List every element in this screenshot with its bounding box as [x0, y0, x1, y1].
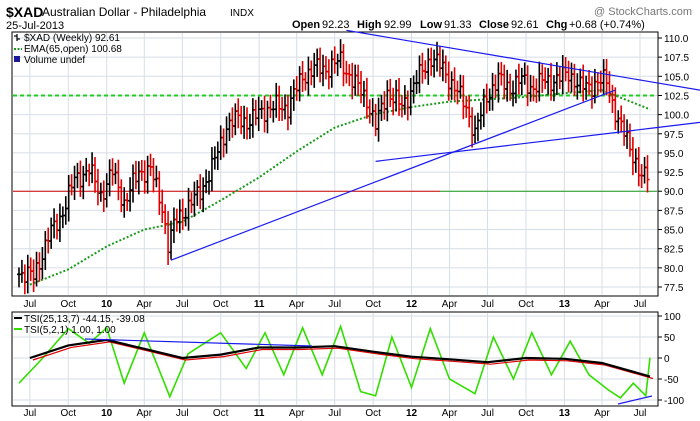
tsi-x-tick-label: Jul: [23, 408, 36, 419]
tsi-signal-line: [32, 341, 654, 380]
price-y-tick-label: 90.0: [664, 187, 684, 198]
tsi-y-tick-label: 50: [664, 333, 676, 344]
tsi-y-axis: -100 -50 0 50 100: [658, 312, 684, 407]
trendline: [170, 89, 616, 261]
tsi-trendline-top: [84, 338, 313, 347]
price-x-axis: Jul Oct 10 Apr Jul Oct 11 Apr Jul Oct 12 Apr Jul Oct 1…: [23, 299, 646, 310]
price-x-tick-label: Apr: [442, 299, 458, 310]
tsi-grid: [13, 313, 657, 405]
tsi-x-tick-label: Apr: [594, 408, 610, 419]
chart-name: Australian Dollar - Philadelphia: [42, 5, 206, 19]
price-x-tick-label: Jul: [481, 299, 494, 310]
tsi-x-tick-label: Oct: [60, 408, 76, 419]
tsi-x-tick-label: Jul: [176, 408, 189, 419]
tsi-x-axis: Jul Oct 10 Apr Jul Oct 11 Apr Jul Oct 12 Apr Jul Oct 1…: [23, 408, 646, 419]
price-x-tick-label: 12: [406, 299, 418, 310]
trendline-extension: [649, 121, 700, 130]
chart-exchange: INDX: [230, 8, 254, 19]
price-x-tick-label: Jul: [328, 299, 341, 310]
tsi-x-tick-label: Jul: [634, 408, 647, 419]
price-y-tick-label: 102.5: [664, 91, 689, 102]
tsi-x-tick-label: Apr: [442, 408, 458, 419]
tsi-x-tick-label: 10: [101, 408, 113, 419]
tsi-x-tick-label: Oct: [213, 408, 229, 419]
price-x-tick-label: Oct: [518, 299, 534, 310]
price-horizontal-lines: [13, 94, 657, 192]
ohlc-bar: [645, 155, 650, 193]
chart-date: 25-Jul-2013: [6, 20, 64, 32]
price-x-tick-label: Apr: [594, 299, 610, 310]
tsi-lines: [18, 324, 654, 399]
price-x-tick-label: Jul: [176, 299, 189, 310]
close-label: Close: [479, 19, 509, 31]
price-x-tick-label: Oct: [60, 299, 76, 310]
price-y-tick-label: 100.0: [664, 111, 689, 122]
trendlines: [170, 29, 700, 261]
tsi-fast-line: [18, 324, 651, 399]
tsi-legend: TSI(25,13,7) -44.15, -39.08 TSI(5,2,1) 1…: [14, 314, 145, 336]
price-y-tick-label: 95.0: [664, 149, 684, 160]
trendline-extension: [649, 81, 700, 91]
price-y-tick-label: 82.5: [664, 245, 684, 256]
price-y-tick-label: 87.5: [664, 206, 684, 217]
open-label: Open: [292, 19, 320, 31]
price-x-tick-label: Jul: [23, 299, 36, 310]
high-value: 92.99: [384, 19, 412, 31]
price-y-tick-label: 110.0: [664, 34, 689, 45]
tsi-x-tick-label: Jul: [328, 408, 341, 419]
tsi-x-tick-label: 12: [406, 408, 418, 419]
tsi-x-tick-label: 11: [254, 408, 265, 419]
price-y-tick-label: 105.0: [664, 72, 689, 83]
trendline: [375, 127, 651, 162]
price-y-tick-label: 80.0: [664, 264, 684, 275]
trendline: [346, 29, 651, 83]
legend-ema: EMA(65,open) 100.68: [24, 44, 122, 55]
legend-volume: Volume undef: [24, 55, 85, 66]
tsi-x-tick-label: Jul: [481, 408, 494, 419]
legend-tsi1: TSI(25,13,7) -44.15, -39.08: [24, 314, 145, 325]
price-y-tick-label: 97.5: [664, 130, 684, 141]
low-label: Low: [420, 19, 442, 31]
legend-price: $XAD (Weekly) 92.61: [24, 33, 120, 44]
high-label: High: [357, 19, 382, 31]
price-y-tick-label: 77.5: [664, 283, 684, 294]
tsi-y-tick-label: -50: [664, 375, 679, 386]
price-x-tick-label: Jul: [634, 299, 647, 310]
chart-symbol: $XAD: [6, 4, 43, 20]
tsi-main-line: [29, 338, 651, 378]
price-x-tick-label: Apr: [289, 299, 305, 310]
price-y-tick-label: 92.5: [664, 168, 684, 179]
price-x-tick-label: 10: [101, 299, 113, 310]
tsi-x-tick-label: Oct: [518, 408, 534, 419]
tsi-y-tick-label: -100: [664, 396, 684, 407]
price-x-tick-label: Oct: [365, 299, 381, 310]
price-x-tick-label: Oct: [213, 299, 229, 310]
tsi-x-tick-label: Apr: [289, 408, 305, 419]
low-value: 91.33: [444, 19, 472, 31]
legend-volume-swatch: [14, 56, 20, 62]
tsi-y-tick-label: 100: [664, 312, 681, 323]
ohlc-readout: Open 92.23 High 92.99 Low 91.33 Close 92…: [292, 19, 645, 31]
chg-label: Chg: [546, 19, 567, 31]
watermark: @ StockCharts.com: [594, 6, 692, 18]
price-y-tick-label: 85.0: [664, 226, 684, 237]
tsi-x-tick-label: Apr: [137, 408, 153, 419]
price-bars: [17, 39, 650, 295]
tsi-x-tick-label: 13: [559, 408, 571, 419]
tsi-x-tick-label: Oct: [365, 408, 381, 419]
close-value: 92.61: [511, 19, 539, 31]
price-x-tick-label: 13: [559, 299, 571, 310]
price-y-axis: 77.5 80.0 82.5 85.0 87.5 90.0 92.5 95.0 97.5 100.…: [658, 34, 689, 294]
price-x-tick-label: Apr: [137, 299, 153, 310]
tsi-trendline-bottom: [617, 395, 653, 405]
price-x-tick-label: 11: [254, 299, 265, 310]
legend-tsi2: TSI(5,2,1) 1.00, 1.00: [24, 325, 116, 336]
price-y-tick-label: 107.5: [664, 53, 689, 64]
chg-value: +0.68 (+0.74%): [569, 19, 645, 31]
price-legend: $XAD (Weekly) 92.61 EMA(65,open) 100.68 …: [14, 33, 122, 66]
open-value: 92.23: [322, 19, 350, 31]
legend-price-glyph: [14, 34, 20, 41]
tsi-y-tick-label: 0: [664, 354, 670, 365]
